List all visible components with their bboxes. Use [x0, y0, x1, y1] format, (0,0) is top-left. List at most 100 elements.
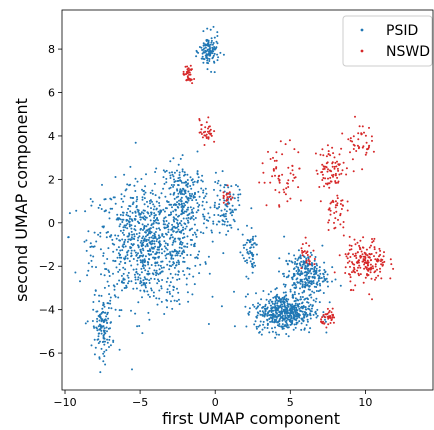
point-psid — [129, 239, 132, 241]
point-psid — [137, 236, 140, 239]
point-psid — [268, 317, 271, 320]
point-psid — [283, 235, 286, 238]
point-psid — [290, 312, 292, 315]
point-nswd — [354, 115, 356, 118]
point-psid — [163, 313, 166, 315]
point-psid — [135, 253, 138, 256]
point-psid — [126, 222, 129, 225]
point-psid — [170, 257, 173, 260]
point-nswd — [333, 271, 336, 274]
point-psid — [120, 274, 123, 277]
point-psid — [137, 246, 140, 249]
point-psid — [114, 176, 117, 178]
point-psid — [269, 298, 272, 301]
point-psid — [94, 346, 97, 349]
point-psid — [118, 315, 121, 318]
point-psid — [142, 229, 144, 231]
point-psid — [171, 263, 174, 266]
point-psid — [142, 209, 145, 212]
point-psid — [209, 43, 212, 46]
point-psid — [293, 293, 296, 296]
point-nswd — [308, 244, 311, 247]
point-psid — [272, 309, 275, 312]
point-psid — [103, 198, 106, 201]
point-psid — [319, 289, 322, 292]
point-psid — [146, 211, 149, 214]
point-psid — [172, 185, 175, 188]
point-psid — [168, 260, 171, 263]
point-nswd — [346, 200, 349, 203]
point-nswd — [358, 146, 361, 149]
point-psid — [114, 234, 117, 237]
point-nswd — [331, 174, 333, 177]
point-psid — [99, 340, 101, 343]
point-nswd — [225, 199, 228, 202]
point-psid — [138, 273, 141, 276]
point-psid — [229, 212, 232, 215]
point-psid — [112, 341, 115, 343]
point-psid — [106, 280, 109, 283]
point-psid — [158, 204, 161, 207]
point-psid — [213, 52, 216, 55]
point-psid — [293, 291, 296, 294]
point-psid — [216, 42, 219, 45]
point-psid — [163, 210, 166, 213]
point-psid — [206, 59, 209, 62]
point-psid — [171, 243, 174, 246]
point-psid — [213, 36, 216, 39]
point-psid — [157, 256, 160, 259]
point-nswd — [340, 172, 343, 175]
point-psid — [108, 338, 111, 341]
point-psid — [130, 246, 133, 249]
point-nswd — [368, 293, 371, 296]
point-nswd — [293, 148, 296, 151]
point-psid — [162, 208, 165, 211]
point-psid — [134, 177, 137, 180]
point-psid — [166, 306, 168, 309]
point-psid — [145, 282, 148, 284]
point-psid — [309, 312, 312, 315]
point-psid — [126, 211, 128, 214]
point-psid — [118, 348, 121, 351]
point-psid — [193, 180, 196, 183]
point-nswd — [390, 263, 393, 266]
point-nswd — [294, 176, 297, 179]
point-nswd — [275, 159, 278, 162]
point-nswd — [207, 116, 210, 119]
point-nswd — [321, 322, 324, 325]
point-psid — [297, 273, 300, 276]
point-nswd — [210, 134, 213, 137]
point-nswd — [334, 174, 337, 177]
point-nswd — [342, 234, 345, 237]
point-psid — [175, 231, 178, 234]
point-psid — [98, 300, 101, 303]
point-psid — [103, 350, 106, 353]
point-psid — [251, 271, 254, 274]
point-psid — [233, 197, 236, 200]
point-psid — [134, 251, 137, 254]
point-psid — [197, 176, 200, 179]
point-nswd — [278, 174, 281, 177]
point-psid — [185, 283, 188, 286]
point-psid — [121, 289, 123, 292]
point-psid — [145, 229, 148, 232]
point-psid — [100, 273, 102, 276]
point-psid — [284, 291, 287, 294]
point-psid — [283, 303, 286, 306]
point-psid — [166, 248, 169, 251]
point-psid — [228, 224, 231, 227]
point-psid — [206, 61, 209, 64]
point-nswd — [327, 311, 330, 314]
point-nswd — [361, 125, 364, 128]
point-psid — [250, 207, 253, 210]
point-psid — [308, 280, 311, 283]
point-psid — [282, 291, 285, 294]
point-nswd — [354, 243, 357, 246]
point-psid — [282, 325, 284, 328]
point-psid — [106, 302, 109, 305]
point-psid — [179, 254, 182, 257]
point-psid — [143, 226, 146, 229]
point-psid — [315, 271, 318, 274]
point-psid — [183, 181, 185, 184]
point-nswd — [200, 128, 203, 131]
